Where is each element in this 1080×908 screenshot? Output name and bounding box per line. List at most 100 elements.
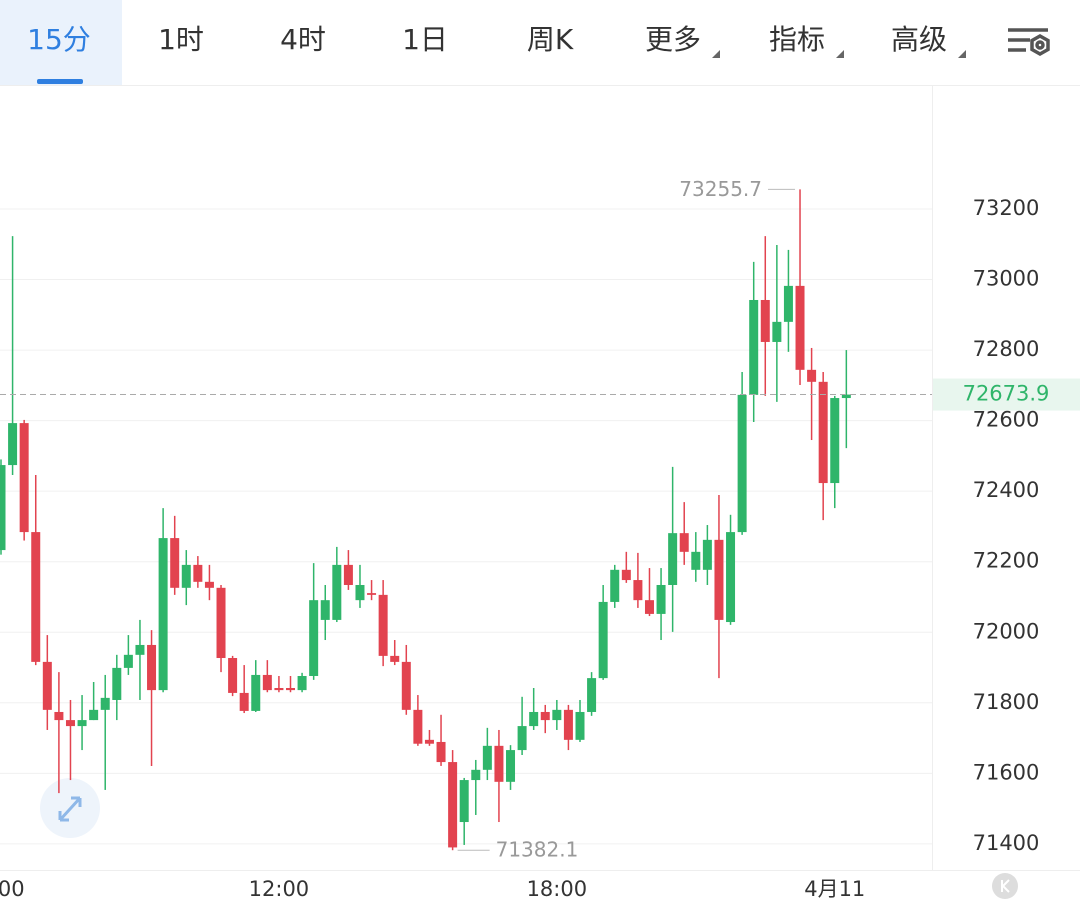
candle-body — [77, 720, 87, 727]
candle-body — [100, 697, 110, 710]
candle-body — [448, 762, 458, 848]
candle-body — [401, 661, 411, 710]
y-tick-label: 71800 — [973, 690, 1040, 714]
candle-body — [216, 587, 226, 659]
candle-body — [309, 600, 319, 676]
candle-body — [668, 533, 678, 585]
candle-body — [31, 532, 41, 662]
candle-body — [830, 398, 840, 484]
y-tick-label: 72200 — [973, 549, 1040, 573]
candle-body — [147, 644, 157, 691]
tab[interactable]: 周K — [527, 23, 574, 56]
candle-body — [621, 569, 631, 581]
active-tab-underline — [37, 79, 83, 84]
x-tick-label: 6:00 — [0, 877, 25, 901]
tab[interactable]: 1日 — [402, 23, 448, 56]
candle-body — [714, 539, 724, 620]
candle-body — [390, 655, 400, 662]
candle-body — [563, 709, 573, 740]
y-tick-label: 72600 — [973, 408, 1040, 432]
candle-body — [760, 299, 770, 342]
candle-body — [575, 711, 585, 740]
candle-body — [413, 709, 423, 744]
candle-body — [19, 423, 29, 533]
candle-body — [795, 285, 805, 370]
candle-body — [772, 321, 782, 342]
candle-body — [737, 394, 747, 533]
candle-body — [494, 745, 504, 782]
candle-body — [54, 711, 64, 721]
tab[interactable]: 15分 — [27, 23, 91, 56]
y-tick-label: 71400 — [973, 831, 1040, 855]
candle-body — [691, 551, 701, 570]
y-tick-label: 73200 — [973, 196, 1040, 220]
candle-body — [274, 687, 284, 691]
candle-body — [644, 600, 654, 614]
max-annotation: 73255.7 — [679, 177, 762, 201]
settings-icon[interactable] — [1008, 28, 1050, 57]
candle-body — [598, 601, 608, 679]
candle-body — [367, 593, 377, 595]
x-tick-label: 4月11 — [804, 877, 865, 901]
candle-body — [378, 594, 388, 656]
candle-body — [204, 581, 214, 588]
last-price-box — [933, 378, 1080, 411]
candle-body — [702, 539, 712, 570]
expand-button[interactable] — [40, 778, 100, 838]
tab[interactable]: 指标 — [769, 23, 825, 56]
candle-body — [262, 674, 272, 691]
candle-body — [89, 709, 99, 721]
active-tab-bg — [0, 0, 122, 85]
candle-body — [332, 564, 342, 620]
candle-body — [112, 667, 122, 700]
candle-body — [286, 687, 295, 691]
candle-body — [818, 381, 828, 484]
candle-body — [181, 564, 191, 588]
y-tick-label: 72400 — [973, 478, 1040, 502]
y-tick-label: 71600 — [973, 760, 1040, 784]
collapse-button[interactable] — [992, 873, 1018, 899]
y-tick-label: 73000 — [973, 267, 1040, 291]
candle-body — [123, 654, 133, 668]
candle-body — [506, 750, 516, 782]
candle-body — [193, 564, 203, 582]
candle-body — [170, 538, 180, 588]
candle-body — [540, 711, 550, 721]
candle-body — [228, 658, 238, 693]
candle-body — [135, 644, 145, 655]
min-annotation: 71382.1 — [496, 838, 579, 862]
candle-body — [726, 532, 736, 623]
tab[interactable]: 1时 — [158, 23, 204, 56]
candle-body — [749, 299, 759, 395]
candle-body — [239, 692, 249, 711]
candle-body — [517, 726, 527, 751]
candle-body — [320, 600, 330, 620]
candle-body — [355, 584, 365, 601]
candle-body — [587, 678, 597, 712]
candle-body — [436, 741, 446, 763]
last-price-label: 72673.9 — [963, 382, 1050, 406]
candle-body — [679, 533, 689, 552]
candle-body — [656, 584, 666, 614]
candle-body — [0, 465, 6, 551]
x-tick-label: 12:00 — [249, 877, 310, 901]
candle-body — [807, 369, 817, 382]
candle-body — [471, 769, 481, 781]
candle-body — [610, 569, 620, 602]
candle-body — [552, 709, 562, 721]
tab[interactable]: 4时 — [280, 23, 326, 56]
dropdown-triangles — [712, 50, 966, 58]
candle-body — [841, 394, 851, 399]
candle-body — [251, 674, 261, 711]
x-tick-label: 18:00 — [527, 877, 588, 901]
candle-body — [783, 285, 793, 322]
candle-body — [158, 538, 168, 691]
candle-body — [633, 580, 643, 601]
y-tick-label: 72000 — [973, 619, 1040, 643]
candle-body — [297, 675, 307, 691]
tab[interactable]: 更多 — [645, 23, 701, 56]
candle-body — [424, 739, 434, 744]
tab[interactable]: 高级 — [891, 23, 947, 56]
candle-body — [459, 780, 469, 823]
